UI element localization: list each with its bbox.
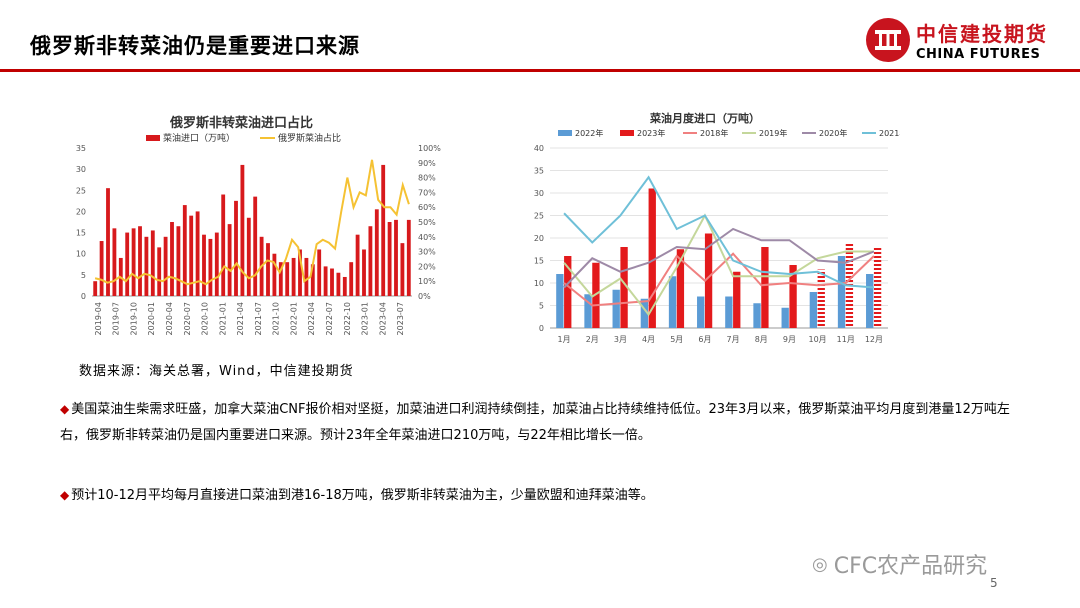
chart2-plot: 2022年 2023年 2018年 2019年 2020年 2021年 0 5 10 15 20 25… xyxy=(534,128,900,344)
svg-text:7月: 7月 xyxy=(727,335,740,344)
bullet-text: 预计10-12月平均每月直接进口菜油到港16-18万吨，俄罗斯非转菜油为主，少量… xyxy=(71,488,654,503)
header-divider xyxy=(0,69,1080,72)
svg-text:0: 0 xyxy=(81,292,86,301)
svg-text:30: 30 xyxy=(76,165,86,174)
diamond-bullet-icon: ◆ xyxy=(60,402,70,416)
svg-text:30%: 30% xyxy=(418,248,436,257)
diamond-bullet-icon: ◆ xyxy=(60,488,70,502)
company-logo: 中信建投期货 CHINA FUTURES xyxy=(866,18,1048,62)
svg-text:15: 15 xyxy=(76,229,86,238)
svg-text:2019-10: 2019-10 xyxy=(129,302,138,335)
monthly-import-chart: 菜油月度进口（万吨） 2022年 2023年 2018年 2019年 2020年 2021… xyxy=(520,108,900,348)
svg-text:35: 35 xyxy=(76,144,86,153)
svg-text:0%: 0% xyxy=(418,292,431,301)
logo-chinese-name: 中信建投期货 xyxy=(916,22,1048,46)
svg-text:俄罗斯菜油占比: 俄罗斯菜油占比 xyxy=(278,132,341,144)
bullet-1: ◆ 美国菜油生柴需求旺盛，加拿大菜油CNF报价相对坚挺，加菜油进口利润持续倒挂，加… xyxy=(60,396,1020,449)
svg-text:3月: 3月 xyxy=(614,335,627,344)
svg-text:0: 0 xyxy=(539,324,544,333)
svg-text:80%: 80% xyxy=(418,174,436,183)
svg-text:2020-01: 2020-01 xyxy=(147,302,156,335)
svg-text:35: 35 xyxy=(534,167,544,176)
svg-text:1月: 1月 xyxy=(558,335,571,344)
data-source: 数据来源：海关总署，Wind，中信建投期货 xyxy=(79,364,354,379)
svg-text:2019-07: 2019-07 xyxy=(112,302,121,335)
svg-text:2022-01: 2022-01 xyxy=(289,302,298,335)
svg-text:20: 20 xyxy=(76,207,86,216)
logo-english-name: CHINA FUTURES xyxy=(916,47,1041,62)
svg-text:90%: 90% xyxy=(418,159,436,168)
chart-title: 俄罗斯非转菜油进口占比 xyxy=(170,116,314,131)
svg-text:菜油进口（万吨）: 菜油进口（万吨） xyxy=(163,132,235,144)
svg-text:10: 10 xyxy=(76,250,86,259)
watermark-text: CFC农产品研究 xyxy=(833,554,988,579)
svg-text:2021年: 2021年 xyxy=(879,128,900,138)
svg-text:5: 5 xyxy=(539,302,544,311)
svg-text:2021-07: 2021-07 xyxy=(254,302,263,335)
svg-text:70%: 70% xyxy=(418,188,436,197)
svg-text:2021-10: 2021-10 xyxy=(272,302,281,335)
svg-text:9月: 9月 xyxy=(783,335,796,344)
svg-text:2019-04: 2019-04 xyxy=(94,302,103,335)
svg-text:12月: 12月 xyxy=(865,335,883,344)
svg-text:2020-07: 2020-07 xyxy=(183,302,192,335)
svg-text:2023年: 2023年 xyxy=(637,128,665,138)
svg-text:60%: 60% xyxy=(418,203,436,212)
svg-text:25: 25 xyxy=(76,186,86,195)
svg-text:40: 40 xyxy=(534,144,544,153)
svg-text:2月: 2月 xyxy=(586,335,599,344)
page-number: 5 xyxy=(990,576,998,590)
svg-text:10月: 10月 xyxy=(808,335,826,344)
svg-text:2023-07: 2023-07 xyxy=(396,302,405,335)
svg-text:50%: 50% xyxy=(418,218,436,227)
svg-text:11月: 11月 xyxy=(837,335,855,344)
svg-text:2022年: 2022年 xyxy=(575,128,603,138)
bullet-text: 美国菜油生柴需求旺盛，加拿大菜油CNF报价相对坚挺，加菜油进口利润持续倒挂，加菜… xyxy=(60,402,1010,443)
watermark: ◎ CFC农产品研究 xyxy=(812,548,987,580)
svg-text:2023-04: 2023-04 xyxy=(378,302,387,335)
svg-text:5: 5 xyxy=(81,271,86,280)
svg-text:8月: 8月 xyxy=(755,335,768,344)
svg-text:10%: 10% xyxy=(418,277,436,286)
svg-text:6月: 6月 xyxy=(698,335,711,344)
logo-emblem-icon xyxy=(866,18,910,62)
svg-text:2022-04: 2022-04 xyxy=(307,302,316,335)
svg-text:40%: 40% xyxy=(418,233,436,242)
wechat-icon: ◎ xyxy=(812,553,828,575)
svg-text:2020年: 2020年 xyxy=(819,128,847,138)
svg-text:2023-01: 2023-01 xyxy=(361,302,370,335)
svg-text:100%: 100% xyxy=(418,144,441,153)
svg-text:5月: 5月 xyxy=(670,335,683,344)
svg-text:4月: 4月 xyxy=(642,335,655,344)
chart1-plot: 菜油进口（万吨） 俄罗斯菜油占比 0 5 10 15 20 25 30 35 0% 10% 20% 30%… xyxy=(76,132,441,335)
svg-text:2020-04: 2020-04 xyxy=(165,302,174,335)
chart-title: 菜油月度进口（万吨） xyxy=(650,112,760,125)
bullet-2: ◆ 预计10-12月平均每月直接进口菜油到港16-18万吨，俄罗斯非转菜油为主，少… xyxy=(60,482,1020,509)
svg-text:25: 25 xyxy=(534,212,544,221)
svg-text:2022-10: 2022-10 xyxy=(343,302,352,335)
svg-text:2018年: 2018年 xyxy=(700,128,728,138)
svg-text:30: 30 xyxy=(534,189,544,198)
russia-share-chart: 俄罗斯非转菜油进口占比 菜油进口（万吨） 俄罗斯菜油占比 0 5 10 15 20 25 30 3… xyxy=(60,108,470,348)
header: 俄罗斯非转菜油仍是重要进口来源 中信建投期货 CHINA FUTURES xyxy=(0,0,1080,72)
svg-text:20: 20 xyxy=(534,234,544,243)
svg-text:2020-10: 2020-10 xyxy=(201,302,210,335)
svg-text:15: 15 xyxy=(534,257,544,266)
svg-text:2022-07: 2022-07 xyxy=(325,302,334,335)
svg-text:2019年: 2019年 xyxy=(759,128,787,138)
svg-text:2021-01: 2021-01 xyxy=(218,302,227,335)
page-title: 俄罗斯非转菜油仍是重要进口来源 xyxy=(30,34,360,58)
svg-text:10: 10 xyxy=(534,279,544,288)
svg-text:2021-04: 2021-04 xyxy=(236,302,245,335)
svg-text:20%: 20% xyxy=(418,262,436,271)
